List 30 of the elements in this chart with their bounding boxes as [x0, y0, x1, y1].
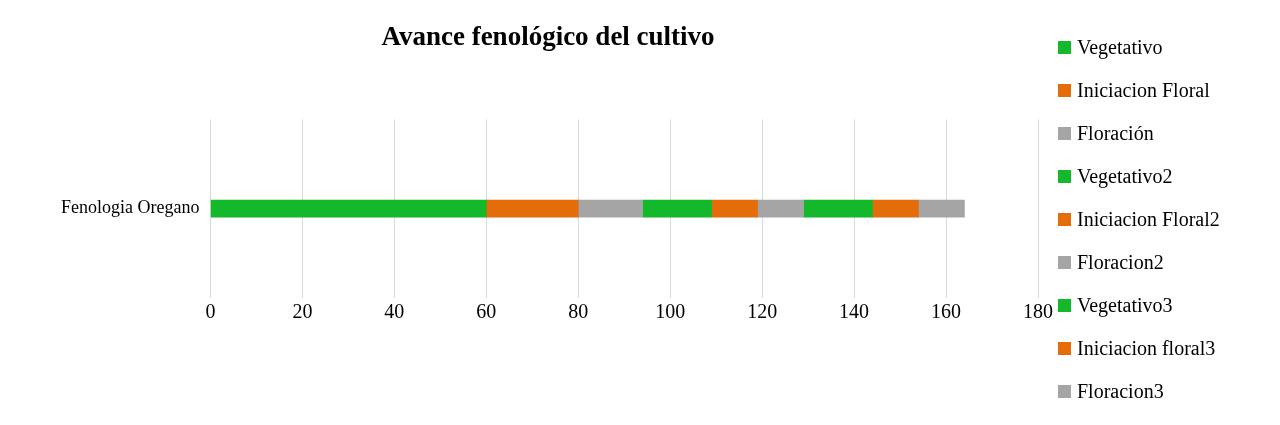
legend-label: Vegetativo3	[1077, 294, 1173, 317]
x-tick-label: 160	[931, 300, 962, 323]
chart-title: Avance fenológico del cultivo	[381, 21, 715, 52]
legend-label: Floración	[1077, 122, 1154, 145]
x-tick-label: 180	[1023, 300, 1053, 323]
y-tick-label: Fenologia Oregano	[60, 197, 200, 218]
bar	[918, 199, 965, 218]
x-tick-label: 40	[384, 300, 405, 323]
x-tick-label: 140	[839, 300, 870, 323]
bar	[711, 199, 758, 218]
x-tick-label: 60	[476, 300, 497, 323]
legend-label: Iniciacion Floral	[1077, 79, 1210, 102]
bar	[210, 199, 487, 218]
x-tick-label: 80	[568, 300, 589, 323]
x-tick-label: 20	[292, 300, 313, 323]
legend-label: Iniciacion floral3	[1077, 337, 1216, 360]
legend-label: Vegetativo	[1077, 36, 1163, 59]
legend-label: Vegetativo2	[1077, 165, 1173, 188]
bar	[872, 199, 919, 218]
x-tick-label: 100	[655, 300, 686, 323]
bar	[642, 199, 712, 218]
x-tick-label: 0	[205, 300, 216, 323]
legend-label: Floracion3	[1077, 380, 1164, 403]
legend-label: Floracion2	[1077, 251, 1164, 274]
legend-label: Iniciacion Floral2	[1077, 208, 1220, 231]
bar	[577, 199, 643, 218]
x-tick-label: 120	[747, 300, 778, 323]
bar	[757, 199, 804, 218]
bar	[803, 199, 873, 218]
bar	[485, 199, 579, 218]
